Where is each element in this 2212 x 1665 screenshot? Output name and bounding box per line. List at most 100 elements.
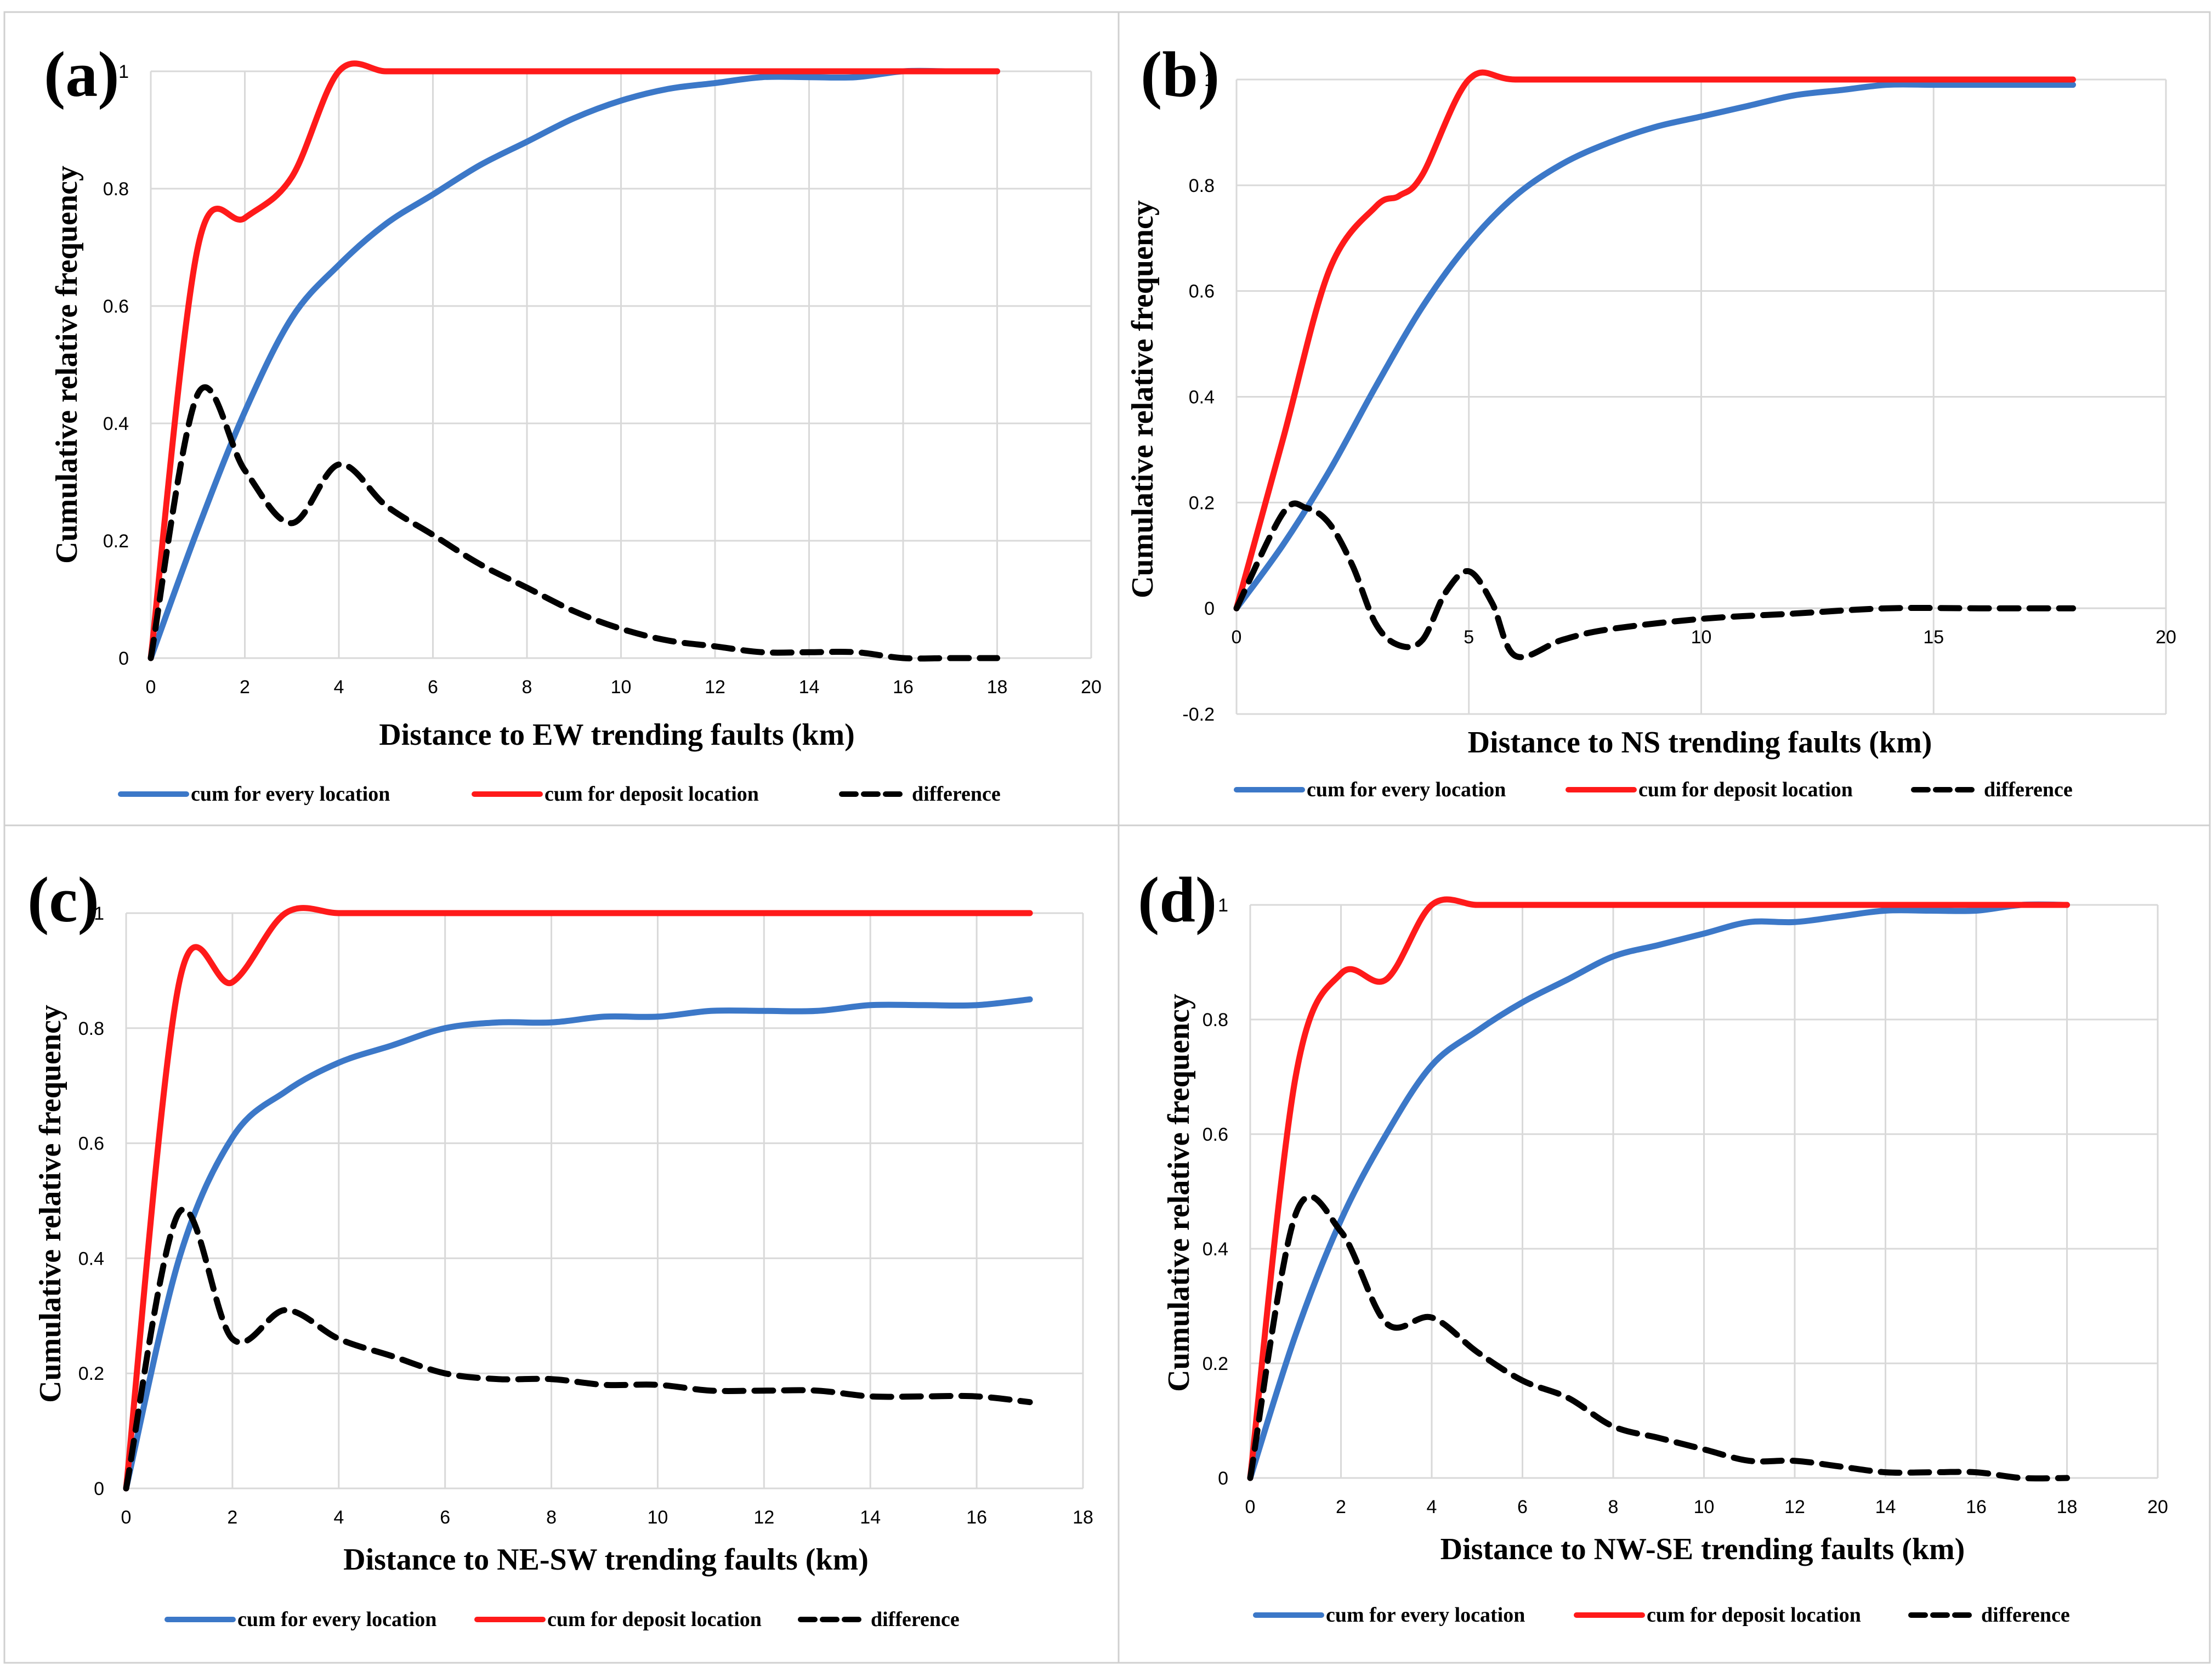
x-tick-label: 10 — [1691, 627, 1712, 648]
series-line-every — [148, 67, 1000, 661]
panel-frame — [1118, 824, 2211, 1664]
panel-label: (a) — [44, 38, 120, 110]
x-tick-label: 15 — [1923, 627, 1944, 648]
panel-label: (d) — [1138, 864, 1217, 936]
legend: cum for every location cum for deposit lo… — [118, 783, 1001, 806]
x-tick-label: 2 — [1336, 1497, 1346, 1517]
legend-label-every: cum for every location — [191, 783, 390, 806]
x-tick-label: 0 — [146, 677, 156, 698]
y-tick-label: 0.4 — [78, 1248, 104, 1269]
y-tick-label: 1 — [118, 61, 129, 82]
legend: cum for every location cum for deposit lo… — [1253, 1604, 2070, 1627]
y-tick-label: -0.2 — [1182, 704, 1215, 725]
series-line-every — [123, 996, 1033, 1492]
y-tick-label: 0.6 — [78, 1134, 104, 1154]
x-tick-label: 16 — [966, 1507, 987, 1528]
legend-label-difference: difference — [1981, 1604, 2070, 1627]
x-tick-label: 10 — [611, 677, 632, 698]
series-line-deposit — [1233, 69, 2076, 611]
y-axis-title: Cumulative relative frequency — [1162, 994, 1196, 1392]
x-tick-label: 18 — [987, 677, 1008, 698]
x-axis-title: Distance to EW trending faults (km) — [379, 718, 855, 752]
x-tick-label: 6 — [428, 677, 438, 698]
x-tick-label: 20 — [1081, 677, 1102, 698]
legend-label-difference: difference — [1984, 778, 2073, 801]
panel-frame — [3, 824, 1120, 1664]
y-tick-label: 0.2 — [78, 1363, 104, 1384]
y-tick-label: 0.8 — [78, 1018, 104, 1039]
y-tick-label: 0.4 — [103, 414, 129, 434]
panel-frame — [3, 11, 1120, 826]
x-tick-label: 4 — [1427, 1497, 1437, 1517]
chart-panel-b: -0.200.20.40.60.810 5 10 15 20(b)Distance to… — [1118, 11, 2211, 826]
x-tick-label: 6 — [440, 1507, 450, 1528]
x-tick-label: 8 — [1608, 1497, 1619, 1517]
series-line-deposit — [148, 60, 1000, 661]
legend: cum for every location cum for deposit lo… — [1234, 778, 2073, 801]
x-axis-title: Distance to NE-SW trending faults (km) — [343, 1543, 869, 1577]
y-tick-label: 0.6 — [1203, 1124, 1228, 1145]
series-line-deposit — [1247, 896, 2070, 1481]
y-tick-label: 0 — [1204, 598, 1215, 619]
y-tick-label: 0.2 — [103, 531, 129, 552]
y-tick-label: 0.2 — [1189, 492, 1215, 513]
legend-label-difference: difference — [912, 783, 1001, 806]
x-axis-title: Distance to NS trending faults (km) — [1468, 726, 1932, 760]
x-tick-label: 2 — [240, 677, 250, 698]
chart-panel-d: 00.20.40.60.810 2 4 6 8 10 12 14 16 18 20(d)Distan… — [1118, 824, 2211, 1664]
x-tick-label: 18 — [1073, 1507, 1093, 1528]
y-tick-label: 0.8 — [1189, 175, 1215, 196]
panel-frame — [1118, 11, 2211, 826]
legend-label-deposit: cum for deposit location — [1647, 1604, 1861, 1627]
y-tick-label: 0.8 — [1203, 1010, 1228, 1030]
x-tick-label: 0 — [1232, 627, 1242, 648]
panel-label: (b) — [1141, 38, 1220, 110]
y-tick-label: 0 — [1218, 1468, 1228, 1489]
x-tick-label: 0 — [121, 1507, 132, 1528]
x-axis-title: Distance to NW-SE trending faults (km) — [1440, 1532, 1965, 1566]
x-tick-label: 4 — [333, 1507, 344, 1528]
x-tick-label: 12 — [705, 677, 725, 698]
x-tick-label: 10 — [648, 1507, 668, 1528]
x-tick-label: 12 — [753, 1507, 774, 1528]
x-tick-label: 16 — [893, 677, 914, 698]
panel-label: (c) — [27, 864, 99, 936]
x-tick-label: 4 — [334, 677, 344, 698]
legend-label-deposit: cum for deposit location — [547, 1608, 762, 1631]
x-tick-label: 14 — [860, 1507, 881, 1528]
x-tick-label: 8 — [546, 1507, 557, 1528]
y-tick-label: 0.6 — [1189, 281, 1215, 302]
y-axis-title: Cumulative relative frequency — [1126, 200, 1160, 598]
legend-label-deposit: cum for deposit location — [1638, 778, 1853, 801]
y-tick-label: 1 — [94, 903, 104, 924]
x-tick-label: 12 — [1784, 1497, 1805, 1517]
y-tick-label: 1 — [1204, 70, 1215, 90]
series-line-difference — [1247, 1193, 2070, 1482]
legend-label-every: cum for every location — [1307, 778, 1506, 801]
y-axis-title: Cumulative relative frequency — [33, 1005, 67, 1403]
series-line-every — [1233, 81, 2076, 611]
y-tick-label: 0.2 — [1203, 1353, 1228, 1374]
x-tick-label: 0 — [1245, 1497, 1256, 1517]
y-tick-label: 1 — [1218, 895, 1228, 916]
legend: cum for every location cum for deposit lo… — [165, 1608, 960, 1631]
x-tick-label: 5 — [1464, 627, 1474, 648]
y-tick-label: 0 — [94, 1479, 104, 1499]
x-tick-label: 8 — [522, 677, 532, 698]
series-line-difference — [123, 1206, 1033, 1492]
legend-label-difference: difference — [871, 1608, 960, 1631]
chart-panel-a: 00.20.40.60.810 2 4 6 8 10 12 14 16 18 20(a)Distan… — [3, 11, 1120, 826]
series-line-difference — [148, 384, 1000, 662]
x-tick-label: 14 — [1875, 1497, 1896, 1517]
series-line-difference — [1233, 500, 2076, 660]
legend-label-every: cum for every location — [237, 1608, 436, 1631]
x-tick-label: 6 — [1517, 1497, 1528, 1517]
series-line-every — [1247, 901, 2070, 1481]
y-axis-title: Cumulative relative frequency — [50, 166, 84, 564]
x-tick-label: 20 — [2156, 627, 2176, 648]
legend-label-every: cum for every location — [1326, 1604, 1525, 1627]
legend-label-deposit: cum for deposit location — [545, 783, 759, 806]
series-line-deposit — [123, 905, 1033, 1492]
x-tick-label: 14 — [799, 677, 820, 698]
